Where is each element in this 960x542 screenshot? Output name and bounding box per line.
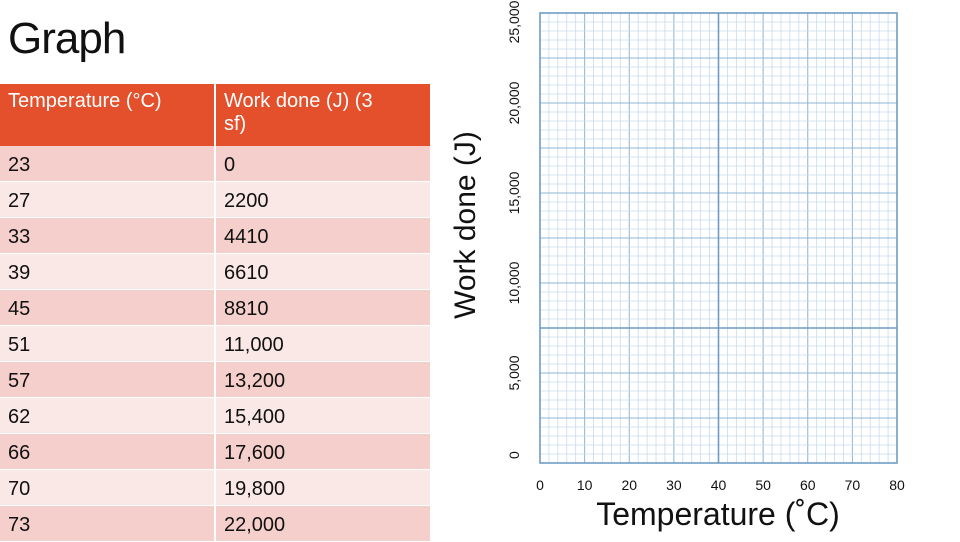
table-cell: 45 bbox=[0, 290, 216, 326]
table-cell: 15,400 bbox=[216, 398, 432, 434]
data-table: Temperature (°C) Work done (J) (3 sf) 23 0 2… bbox=[0, 84, 432, 542]
header-cell: Temperature (°C) bbox=[0, 84, 216, 146]
table-cell: 22,000 bbox=[216, 506, 432, 542]
x-tick-label: 60 bbox=[800, 477, 816, 493]
table-cell: 8810 bbox=[216, 290, 432, 326]
table-row: 27 2200 bbox=[0, 182, 432, 218]
table-cell: 27 bbox=[0, 182, 216, 218]
table-cell: 33 bbox=[0, 218, 216, 254]
table-row: 45 8810 bbox=[0, 290, 432, 326]
table-row: 23 0 bbox=[0, 146, 432, 182]
grid-border bbox=[539, 12, 898, 464]
table-cell: 62 bbox=[0, 398, 216, 434]
table-row: 51 11,000 bbox=[0, 326, 432, 362]
table-cell: 73 bbox=[0, 506, 216, 542]
x-tick-label: 0 bbox=[536, 477, 544, 493]
table-cell: 19,800 bbox=[216, 470, 432, 506]
y-tick-label: 0 bbox=[506, 451, 522, 459]
y-tick-label: 15,000 bbox=[506, 171, 522, 214]
y-tick-label: 25,000 bbox=[506, 0, 522, 43]
table-cell: 11,000 bbox=[216, 326, 432, 362]
x-tick-label: 80 bbox=[889, 477, 905, 493]
y-tick-label: 5,000 bbox=[506, 355, 522, 390]
graph-paper: Work done (J) Temperature (˚C) 0 5,000 10,… bbox=[449, 0, 905, 532]
table-row: 39 6610 bbox=[0, 254, 432, 290]
table-row: 66 17,600 bbox=[0, 434, 432, 470]
header-cell: Work done (J) (3 sf) bbox=[216, 84, 432, 146]
y-tick-label: 20,000 bbox=[506, 81, 522, 124]
header-text: Work done (J) (3 sf) bbox=[224, 90, 373, 135]
table-cell: 17,600 bbox=[216, 434, 432, 470]
table-row: 62 15,400 bbox=[0, 398, 432, 434]
table-cell: 70 bbox=[0, 470, 216, 506]
x-axis-title: Temperature (˚C) bbox=[596, 496, 840, 532]
table-row: 70 19,800 bbox=[0, 470, 432, 506]
x-tick-label: 30 bbox=[666, 477, 682, 493]
x-tick-label: 50 bbox=[755, 477, 771, 493]
table-row: 33 4410 bbox=[0, 218, 432, 254]
slide-title: Graph bbox=[8, 14, 126, 63]
table-cell: 0 bbox=[216, 146, 432, 182]
table-cell: 13,200 bbox=[216, 362, 432, 398]
x-tick-label: 70 bbox=[845, 477, 861, 493]
table-cell: 51 bbox=[0, 326, 216, 362]
table-row: 73 22,000 bbox=[0, 506, 432, 542]
table-row: 57 13,200 bbox=[0, 362, 432, 398]
x-tick-label: 20 bbox=[621, 477, 637, 493]
table-cell: 23 bbox=[0, 146, 216, 182]
x-tick-label: 10 bbox=[577, 477, 593, 493]
y-tick-label: 10,000 bbox=[506, 261, 522, 304]
header-text: Temperature (°C) bbox=[8, 90, 162, 112]
table-cell: 2200 bbox=[216, 182, 432, 218]
y-axis-title: Work done (J) bbox=[449, 131, 482, 319]
x-tick-label: 40 bbox=[711, 477, 727, 493]
table-cell: 39 bbox=[0, 254, 216, 290]
grid bbox=[539, 12, 898, 464]
table-cell: 6610 bbox=[216, 254, 432, 290]
table-cell: 66 bbox=[0, 434, 216, 470]
table-cell: 4410 bbox=[216, 218, 432, 254]
table-cell: 57 bbox=[0, 362, 216, 398]
table-header: Temperature (°C) Work done (J) (3 sf) bbox=[0, 84, 432, 146]
